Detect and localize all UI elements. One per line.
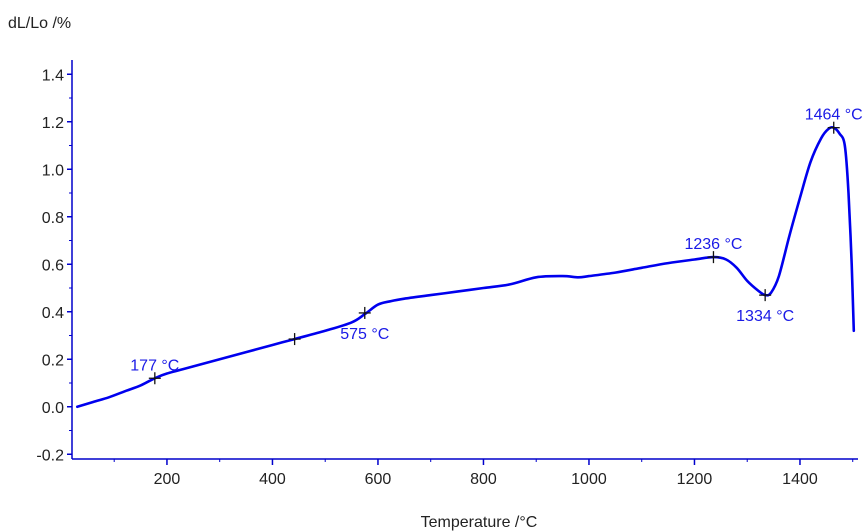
y-tick-label: 0.0 <box>42 400 64 417</box>
y-tick-label: 0.8 <box>42 210 64 227</box>
annotation-label: 1236 °C <box>684 236 742 253</box>
series-layer <box>76 125 856 409</box>
annotation-label: 177 °C <box>130 357 179 374</box>
x-tick-label: 1200 <box>677 471 713 488</box>
y-tick-label: 0.2 <box>42 352 64 369</box>
axes: -0.2 0.0 0.2 0.4 0.6 0.8 1.0 1.2 1.4 200 400 600 800… <box>36 60 858 488</box>
marker-layer <box>148 121 840 385</box>
data-marker <box>288 333 301 346</box>
annotation-layer: 177 °C 575 °C 1236 °C 1334 °C 1464 °C <box>130 107 862 375</box>
data-marker <box>707 251 720 264</box>
y-tick-label: 1.2 <box>42 115 64 132</box>
annotation-label: 1464 °C <box>805 107 862 124</box>
x-tick-label: 1000 <box>571 471 607 488</box>
annotation-label: 575 °C <box>340 326 389 343</box>
y-tick-label: 1.4 <box>42 67 64 84</box>
x-tick-label: 400 <box>259 471 286 488</box>
x-tick-label: 800 <box>470 471 497 488</box>
y-axis-label: dL/Lo /% <box>8 15 71 32</box>
series-line <box>76 125 856 409</box>
x-axis-label: Temperature /°C <box>421 514 538 531</box>
y-tick-label: 0.6 <box>42 257 64 274</box>
data-marker <box>148 372 161 385</box>
data-marker <box>827 121 840 134</box>
y-tick-label: -0.2 <box>36 447 64 464</box>
x-tick-label: 1400 <box>782 471 818 488</box>
data-marker <box>358 306 371 319</box>
x-tick-label: 600 <box>365 471 392 488</box>
annotation-label: 1334 °C <box>736 308 794 325</box>
x-tick-label: 200 <box>154 471 181 488</box>
y-tick-label: 0.4 <box>42 305 64 322</box>
data-marker <box>759 289 772 302</box>
y-tick-label: 1.0 <box>42 162 64 179</box>
